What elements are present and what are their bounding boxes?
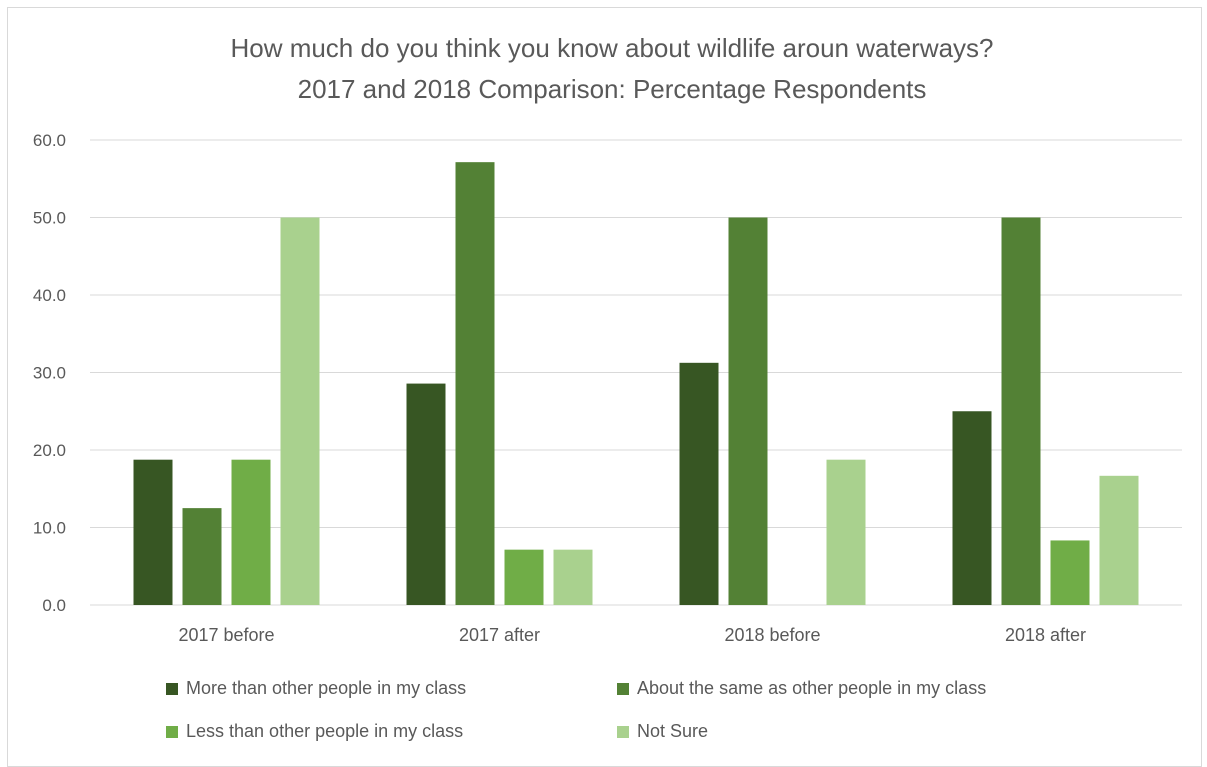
bar [728, 217, 768, 605]
chart-title: How much do you think you know about wil… [230, 33, 993, 63]
bars [133, 162, 1139, 606]
y-tick-label: 20.0 [33, 441, 66, 460]
legend-swatch [166, 683, 178, 695]
x-tick-label: 2017 before [178, 625, 274, 645]
y-tick-label: 10.0 [33, 519, 66, 538]
legend-swatch [617, 726, 629, 738]
x-tick-label: 2017 after [459, 625, 540, 645]
legend-item: Not Sure [617, 721, 708, 741]
y-tick-label: 40.0 [33, 286, 66, 305]
bar [280, 217, 320, 605]
x-tick-label: 2018 after [1005, 625, 1086, 645]
bar [182, 508, 222, 605]
bar [679, 362, 719, 605]
legend-swatch [617, 683, 629, 695]
legend-label: Less than other people in my class [186, 721, 463, 741]
bar [231, 459, 271, 605]
bar [553, 549, 593, 605]
legend-item: About the same as other people in my cla… [617, 678, 986, 698]
bar [455, 162, 495, 606]
legend-swatch [166, 726, 178, 738]
bar [1001, 217, 1041, 605]
legend-item: More than other people in my class [166, 678, 466, 698]
x-tick-label: 2018 before [724, 625, 820, 645]
bar [133, 459, 173, 605]
bar [952, 411, 992, 605]
chart-subtitle: 2017 and 2018 Comparison: Percentage Res… [298, 74, 927, 104]
legend-item: Less than other people in my class [166, 721, 463, 741]
bar [1050, 540, 1090, 605]
bar [1099, 475, 1139, 605]
legend-label: About the same as other people in my cla… [637, 678, 986, 698]
y-tick-label: 60.0 [33, 131, 66, 150]
legend: More than other people in my class About … [166, 678, 986, 741]
y-axis-ticks: 0.0 10.0 20.0 30.0 40.0 50.0 60.0 [33, 131, 66, 615]
y-tick-label: 50.0 [33, 209, 66, 228]
legend-label: More than other people in my class [186, 678, 466, 698]
bar [406, 383, 446, 605]
x-axis-ticks: 2017 before 2017 after 2018 before 2018 aft… [178, 625, 1086, 645]
y-tick-label: 0.0 [42, 596, 66, 615]
legend-label: Not Sure [637, 721, 708, 741]
bar [504, 549, 544, 605]
gridlines [90, 139, 1182, 606]
y-tick-label: 30.0 [33, 364, 66, 383]
bar [826, 459, 866, 605]
